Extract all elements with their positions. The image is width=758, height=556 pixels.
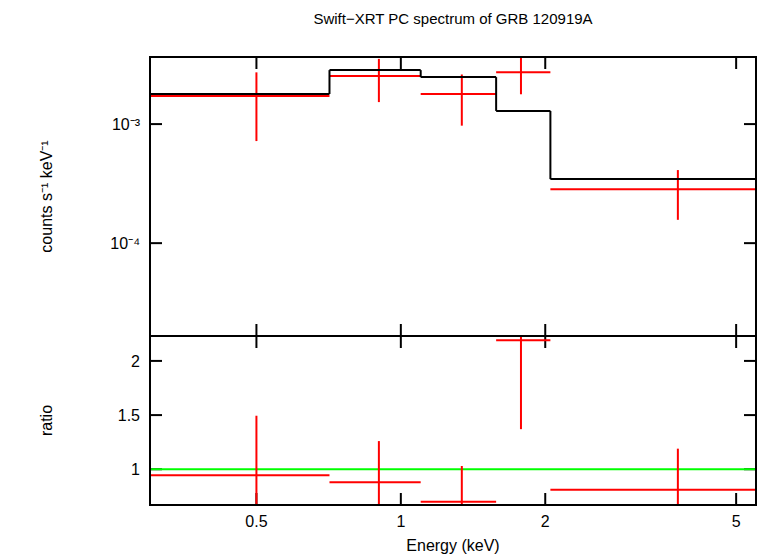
y-tick-label: 1.5 (118, 407, 140, 424)
data-point (496, 339, 550, 341)
error-bar (677, 170, 679, 220)
step-connector (495, 77, 497, 111)
data-point (421, 93, 496, 95)
x-tick (400, 57, 402, 69)
step-connector (420, 70, 422, 77)
model-step (496, 110, 550, 112)
y-tick (150, 242, 162, 244)
y-tick-label: 2 (131, 353, 140, 370)
data-point (329, 481, 420, 483)
error-bar (520, 57, 522, 94)
y-tick (744, 414, 756, 416)
data-point (496, 71, 550, 73)
data-point (421, 501, 496, 503)
model-step (421, 76, 496, 78)
x-tick (735, 57, 737, 69)
plot-area (150, 336, 756, 505)
data-point (329, 75, 420, 77)
x-tick (400, 324, 402, 336)
x-tick (255, 336, 257, 348)
error-bar (461, 74, 463, 125)
frame (150, 57, 756, 336)
model-step (329, 69, 420, 71)
title: Swift−XRT PC spectrum of GRB 120919A (313, 10, 592, 27)
x-tick-label: 2 (541, 513, 550, 530)
x-label: Energy (keV) (406, 537, 499, 554)
x-tick (400, 336, 402, 348)
plot-area (150, 57, 756, 220)
data-point (550, 188, 756, 190)
error-bar (677, 449, 679, 505)
x-tick (735, 493, 737, 505)
model-step (550, 178, 756, 180)
y-tick-label: 1 (131, 461, 140, 478)
y-tick (744, 123, 756, 125)
x-tick (735, 324, 737, 336)
y-tick (150, 360, 162, 362)
error-bar (520, 336, 522, 429)
y-label: counts s⁻¹ keV⁻¹ (38, 140, 55, 252)
x-tick (544, 493, 546, 505)
y-tick (150, 123, 162, 125)
error-bar (378, 59, 380, 102)
x-tick-label: 1 (396, 513, 405, 530)
reference-line (150, 468, 756, 470)
model-step (150, 93, 329, 95)
y-label: ratio (38, 405, 55, 436)
x-tick (544, 57, 546, 69)
y-tick-label: 10⁻³ (112, 116, 141, 133)
error-bar (378, 441, 380, 505)
data-point (150, 95, 329, 97)
x-tick (544, 324, 546, 336)
x-tick (400, 493, 402, 505)
step-connector (549, 111, 551, 179)
y-tick (150, 414, 162, 416)
error-bar (255, 416, 257, 505)
x-tick (255, 57, 257, 69)
x-tick (255, 324, 257, 336)
x-tick-label: 0.5 (245, 513, 267, 530)
x-tick-label: 5 (732, 513, 741, 530)
step-connector (328, 70, 330, 94)
data-point (550, 489, 756, 491)
y-tick (744, 360, 756, 362)
x-tick (544, 336, 546, 348)
chart: 10⁻⁴ 10⁻³ Swift−XRT PC spectrum of GRB 120… (0, 0, 758, 556)
data-point (150, 474, 329, 476)
error-bar (255, 72, 257, 141)
frame (150, 336, 756, 505)
y-tick-label: 10⁻⁴ (110, 235, 140, 252)
y-tick (744, 242, 756, 244)
x-tick (735, 336, 737, 348)
error-bar (461, 466, 463, 505)
